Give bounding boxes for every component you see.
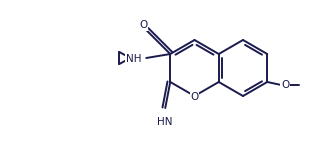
Text: HN: HN: [157, 117, 172, 127]
Text: O: O: [139, 20, 147, 30]
Text: O: O: [281, 80, 289, 90]
Text: O: O: [190, 92, 199, 102]
Text: NH: NH: [126, 54, 141, 64]
